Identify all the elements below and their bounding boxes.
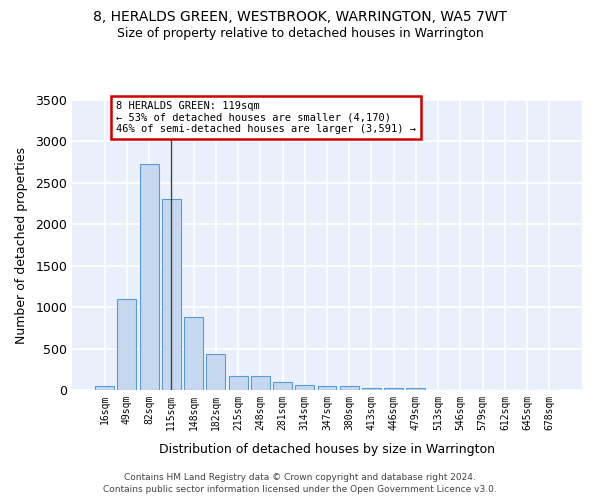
Bar (162, 200, 181, 390)
Bar (140, 164, 158, 390)
Bar (340, 386, 359, 390)
Text: 8 HERALDS GREEN: 119sqm
← 53% of detached houses are smaller (4,170)
46% of semi: 8 HERALDS GREEN: 119sqm ← 53% of detache… (116, 101, 416, 134)
Bar (362, 388, 381, 390)
Y-axis label: Number of detached properties: Number of detached properties (16, 146, 28, 344)
Bar (384, 388, 403, 390)
Text: Contains HM Land Registry data © Crown copyright and database right 2024.: Contains HM Land Registry data © Crown c… (124, 472, 476, 482)
Bar (406, 388, 425, 390)
Text: 8, HERALDS GREEN, WESTBROOK, WARRINGTON, WA5 7WT: 8, HERALDS GREEN, WESTBROOK, WARRINGTON,… (93, 10, 507, 24)
Bar (206, 354, 225, 390)
Bar (184, 317, 203, 390)
Bar (229, 376, 248, 390)
Bar (295, 385, 314, 390)
Text: Size of property relative to detached houses in Warrington: Size of property relative to detached ho… (116, 28, 484, 40)
Bar (118, 299, 136, 390)
Bar (95, 386, 114, 390)
Bar (273, 382, 292, 390)
Bar (251, 376, 270, 390)
Text: Contains public sector information licensed under the Open Government Licence v3: Contains public sector information licen… (103, 485, 497, 494)
Text: Distribution of detached houses by size in Warrington: Distribution of detached houses by size … (159, 442, 495, 456)
Bar (317, 386, 337, 390)
